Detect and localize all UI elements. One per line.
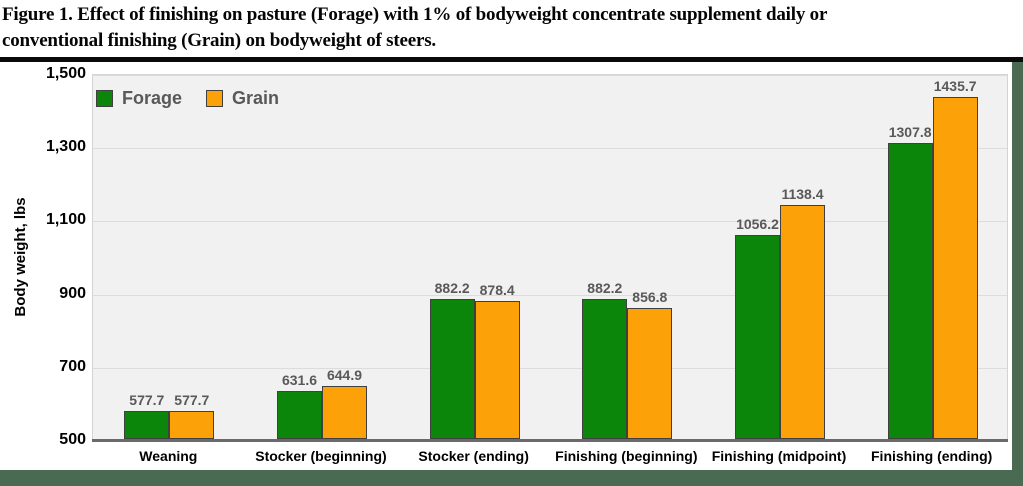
data-label-grain-2: 644.9 (326, 366, 363, 383)
gridline-1,500 (93, 75, 1007, 76)
bar-grain-4 (627, 308, 673, 439)
legend-swatch-grain (206, 90, 224, 107)
x-label-3: Stocker (ending) (418, 448, 529, 464)
page-accent-band-bottom (0, 470, 1023, 486)
bar-forage-6 (887, 143, 933, 439)
bar-grain-3 (474, 300, 520, 439)
bar-forage-1 (124, 410, 170, 439)
data-label-forage-6: 1307.8 (888, 124, 932, 141)
bar-grain-2 (322, 385, 367, 439)
x-label-5: Finishing (midpoint) (711, 448, 847, 464)
gridline-1,300 (93, 148, 1007, 150)
figure-title: Figure 1. Effect of finishing on pasture… (2, 2, 1016, 54)
data-label-forage-5: 1056.2 (736, 216, 779, 233)
legend-label-forage: Forage (122, 88, 183, 108)
x-label-2: Stocker (beginning) (255, 448, 387, 464)
data-label-grain-3: 878.4 (479, 281, 515, 298)
bar-forage-2 (277, 390, 322, 439)
data-label-grain-1: 577.7 (174, 391, 210, 408)
y-tick-500: 500 (59, 431, 86, 448)
data-label-forage-2: 631.6 (281, 371, 318, 388)
y-tick-1,100: 1,100 (45, 211, 86, 229)
gridline-1,100 (93, 221, 1007, 223)
x-label-4: Finishing (beginning) (555, 448, 698, 464)
title-divider-rule (0, 57, 1023, 62)
data-label-grain-5: 1138.4 (781, 186, 824, 203)
data-label-grain-6: 1435.7 (933, 77, 977, 94)
data-label-grain-4: 856.8 (632, 289, 668, 306)
bar-forage-3 (429, 299, 475, 439)
bar-forage-4 (582, 299, 628, 439)
bar-forage-5 (735, 235, 780, 439)
y-tick-1,300: 1,300 (45, 138, 86, 156)
x-axis-line (92, 439, 1008, 442)
figure-title-line2: conventional finishing (Grain) on bodywe… (2, 30, 436, 51)
y-tick-900: 900 (59, 284, 86, 302)
page-accent-band-right (1012, 62, 1023, 486)
bar-grain-5 (780, 205, 825, 439)
data-label-forage-3: 882.2 (434, 280, 470, 297)
x-label-6: Finishing (ending) (871, 448, 993, 464)
bar-grain-1 (169, 410, 215, 439)
y-tick-700: 700 (59, 357, 86, 375)
legend-swatch-forage (96, 90, 113, 107)
data-label-forage-4: 882.2 (587, 280, 623, 297)
legend: Forage Grain (96, 88, 294, 109)
bar-grain-6 (932, 96, 978, 439)
plot-area: 577.7 577.7 631.6 644.9 882.2 878.4 882.2 856.8… (92, 74, 1008, 440)
legend-label-grain: Grain (232, 88, 280, 108)
x-label-1: Weaning (139, 448, 198, 464)
y-axis-title: Body weight, lbs (12, 197, 29, 317)
data-label-forage-1: 577.7 (129, 391, 165, 408)
figure-title-line1: Figure 1. Effect of finishing on pasture… (2, 4, 828, 25)
gridline-700 (93, 367, 1007, 369)
gridline-900 (93, 294, 1007, 296)
y-tick-1,500: 1,500 (45, 65, 86, 82)
